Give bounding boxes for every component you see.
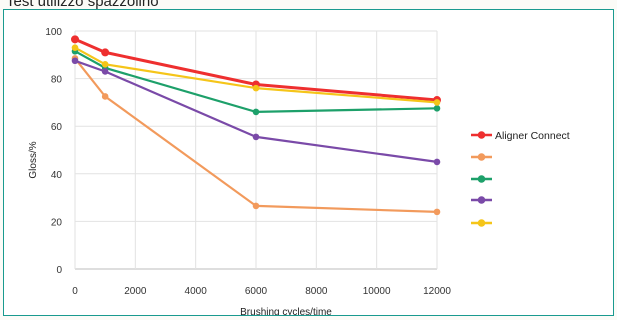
- y-tick-label: 20: [51, 217, 63, 228]
- data-point: [252, 133, 260, 141]
- series-line: [74, 46, 438, 104]
- legend-swatch-marker: [477, 131, 486, 139]
- x-tick-label: 4000: [185, 286, 208, 297]
- legend: Aligner Connect: [471, 130, 570, 227]
- x-tick-label: 8000: [305, 286, 328, 297]
- grid: [74, 30, 438, 270]
- data-point: [433, 99, 441, 106]
- series-line: [74, 50, 438, 114]
- page-title: Test utilizzo spazzolino: [6, 0, 159, 10]
- y-tick-label: 40: [51, 170, 63, 181]
- series-lines: [71, 35, 441, 216]
- legend-swatch-marker: [477, 219, 486, 227]
- y-axis-label: Gloss/%: [28, 141, 39, 178]
- chart-frame: 0 20 40 60 80 100 0 2000 4000 6000 8000 10000 12000 …: [3, 9, 614, 316]
- data-point: [101, 48, 110, 57]
- x-tick-label: 10000: [363, 286, 391, 297]
- data-point: [252, 84, 260, 92]
- x-tick-label: 6000: [245, 286, 268, 297]
- data-point: [71, 35, 79, 44]
- series-line: [74, 57, 438, 213]
- data-point: [433, 208, 441, 216]
- x-tick-label: 2000: [124, 286, 147, 297]
- x-axis-label: Brushing cycles/time: [240, 307, 332, 315]
- legend-label: Aligner Connect: [495, 130, 570, 142]
- axes: 0 20 40 60 80 100 0 2000 4000 6000 8000 10000 12000: [45, 27, 451, 297]
- data-point: [71, 57, 79, 65]
- data-point: [252, 202, 260, 210]
- data-point: [101, 68, 109, 75]
- y-tick-label: 100: [45, 27, 62, 38]
- legend-swatch-marker: [477, 196, 486, 204]
- x-tick-label: 12000: [423, 286, 451, 297]
- data-point: [71, 44, 79, 51]
- data-point: [101, 61, 109, 68]
- x-tick-label: 0: [72, 286, 78, 297]
- data-point: [433, 105, 441, 112]
- series-line: [74, 59, 438, 163]
- legend-swatch-marker: [477, 175, 486, 183]
- y-tick-label: 80: [51, 75, 63, 86]
- series-line: [74, 37, 438, 102]
- y-tick-label: 60: [51, 122, 63, 133]
- data-point: [101, 93, 109, 100]
- y-tick-label: 0: [56, 265, 62, 276]
- data-point: [252, 108, 260, 116]
- data-point: [433, 158, 441, 166]
- legend-swatch-marker: [477, 153, 486, 161]
